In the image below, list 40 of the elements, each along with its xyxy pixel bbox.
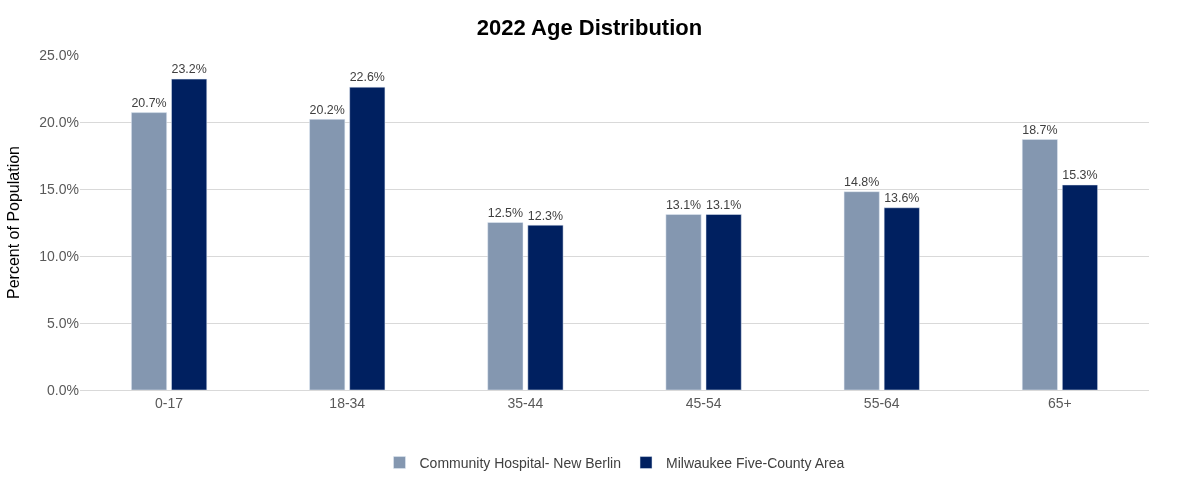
x-tick-label: 55-64 [863, 394, 900, 411]
data-label: 12.5% [487, 205, 524, 220]
y-tick-label: 20.0% [39, 113, 79, 130]
data-label: 20.2% [309, 102, 345, 117]
legend-label: Milwaukee Five-County Area [666, 455, 845, 472]
x-tick-label: 0-17 [155, 394, 184, 411]
y-tick-label: 15.0% [39, 180, 79, 197]
data-label: 14.8% [844, 175, 880, 190]
y-tick-label: 25.0% [39, 46, 79, 63]
data-label: 13.1% [705, 197, 742, 212]
data-label: 12.3% [527, 208, 564, 223]
legend-label: Community Hospital- New Berlin [419, 455, 622, 472]
data-label: 20.7% [131, 95, 167, 110]
bar [527, 224, 564, 390]
bar [1062, 184, 1098, 390]
y-axis-title: Percent of Population [5, 146, 23, 299]
x-tick-label: 45-54 [685, 394, 722, 411]
bar [705, 214, 742, 390]
bar [843, 191, 880, 390]
data-label: 22.6% [349, 70, 385, 85]
bar [171, 78, 208, 390]
bar [131, 112, 167, 390]
bar [1021, 139, 1058, 390]
bar [487, 222, 524, 390]
bar [665, 214, 702, 390]
data-label: 23.2% [171, 62, 207, 77]
data-label: 15.3% [1062, 168, 1098, 183]
bar [309, 119, 346, 390]
data-label: 13.1% [665, 197, 702, 212]
data-label: 13.6% [884, 191, 920, 206]
bar [883, 207, 920, 390]
x-tick-label: 65+ [1048, 394, 1072, 411]
bar [349, 86, 386, 390]
y-tick-label: 5.0% [47, 314, 79, 331]
y-tick-label: 10.0% [39, 247, 79, 264]
data-label: 18.7% [1022, 122, 1058, 137]
x-tick-label: 35-44 [507, 394, 544, 411]
x-tick-label: 18-34 [329, 394, 366, 411]
chart-title: 2022 Age Distribution [476, 15, 703, 41]
y-tick-label: 0.0% [47, 381, 79, 398]
